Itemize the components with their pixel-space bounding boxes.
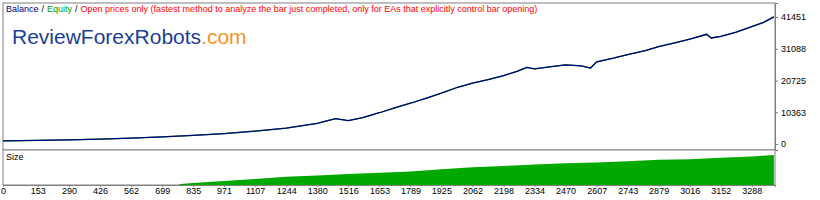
panel-title: Size — [6, 152, 24, 162]
tick-label: 153 — [31, 186, 46, 196]
tick-label: 1244 — [277, 186, 297, 196]
tick: 2470 — [556, 185, 576, 196]
tick-label: 426 — [93, 186, 108, 196]
tick-label: 1107 — [246, 186, 265, 196]
subtitle: Open prices only (fastest method to anal… — [81, 4, 538, 14]
plot-area — [3, 155, 774, 185]
tick: 562 — [124, 185, 139, 196]
series-line — [3, 17, 774, 141]
tick-label: 2879 — [649, 186, 669, 196]
tick-label: 1380 — [308, 186, 328, 196]
tick: 2607 — [587, 185, 607, 196]
tick-mark — [775, 49, 778, 50]
plot-area — [3, 17, 774, 141]
axis: 0 10363 20725 31088 41451 — [775, 4, 806, 151]
tick: 0 — [1, 185, 6, 196]
tick: 2334 — [525, 185, 545, 196]
tick: 3016 — [680, 185, 700, 196]
tick: 1107 — [246, 185, 265, 196]
tick: 1925 — [432, 185, 452, 196]
tick: 20725 — [775, 76, 806, 86]
tick: 2743 — [618, 185, 638, 196]
tick: 1653 — [370, 185, 390, 196]
watermark-part: .com — [201, 25, 247, 48]
tick: 153 — [31, 185, 46, 196]
tick-label: 1789 — [401, 186, 421, 196]
tick-label: 10363 — [781, 108, 806, 118]
plot-frame — [3, 150, 775, 185]
tick: 2198 — [494, 185, 514, 196]
tick-label: 3016 — [680, 186, 700, 196]
chart: 010363207253108841451Balance/Equity/Open… — [0, 0, 820, 200]
tick-label: 31088 — [781, 44, 806, 54]
tick: 2062 — [463, 185, 483, 196]
tick: 426 — [93, 185, 108, 196]
legend: Balance/Equity/Open prices only (fastest… — [6, 4, 537, 14]
tick-label: 699 — [155, 186, 170, 196]
tick-label: 2334 — [525, 186, 545, 196]
tick-mark — [775, 112, 778, 113]
watermark-part: ReviewForexRobots — [12, 25, 201, 48]
legend-separator: / — [42, 4, 45, 14]
tick-mark — [775, 144, 778, 145]
tick: 0 — [775, 139, 786, 149]
tick-label: 3288 — [742, 186, 762, 196]
tick-label: 2470 — [556, 186, 576, 196]
series-line — [3, 17, 774, 141]
tick-label: 290 — [62, 186, 77, 196]
tick: 31088 — [775, 44, 806, 54]
tick-mark — [775, 80, 778, 81]
tick-mark — [775, 17, 778, 18]
legend-entry: Balance — [6, 4, 39, 14]
legend-separator: / — [75, 4, 78, 14]
tick-label: 0 — [781, 139, 786, 149]
tick-label: 0 — [1, 186, 6, 196]
tick: 3152 — [711, 185, 731, 196]
tick: 41451 — [775, 12, 806, 22]
tick: 1380 — [308, 185, 328, 196]
tick-label: 3152 — [711, 186, 731, 196]
tick-label: 1516 — [339, 186, 359, 196]
tick-label: 2062 — [463, 186, 483, 196]
tick-label: 1925 — [432, 186, 452, 196]
tick-label: 1653 — [370, 186, 390, 196]
tick: 10363 — [775, 108, 806, 118]
tick-label: 41451 — [781, 12, 806, 22]
axis-line — [776, 4, 779, 151]
plot-frame — [3, 3, 775, 150]
tick: 2879 — [649, 185, 669, 196]
tick-label: 2743 — [618, 186, 638, 196]
legend-entry: Equity — [47, 4, 73, 14]
tick-label: 562 — [124, 186, 139, 196]
tick-label: 2607 — [587, 186, 607, 196]
tick-label: 2198 — [494, 186, 514, 196]
watermark: ReviewForexRobots.com — [12, 25, 247, 48]
tick: 1789 — [401, 185, 421, 196]
size-area — [3, 155, 774, 185]
axis: 0 153 290 426 562 699 835 971 1107 1244 1380 1516 16… — [1, 185, 776, 196]
tick: 1516 — [339, 185, 359, 196]
tick: 699 — [155, 185, 170, 196]
tick-label: 20725 — [781, 76, 806, 86]
tick: 290 — [62, 185, 77, 196]
tick-label: 971 — [217, 186, 232, 196]
tick: 835 — [186, 185, 201, 196]
tick: 1244 — [277, 185, 297, 196]
tick: 3288 — [742, 185, 762, 196]
tick-label: 835 — [186, 186, 201, 196]
tick: 971 — [217, 185, 232, 196]
